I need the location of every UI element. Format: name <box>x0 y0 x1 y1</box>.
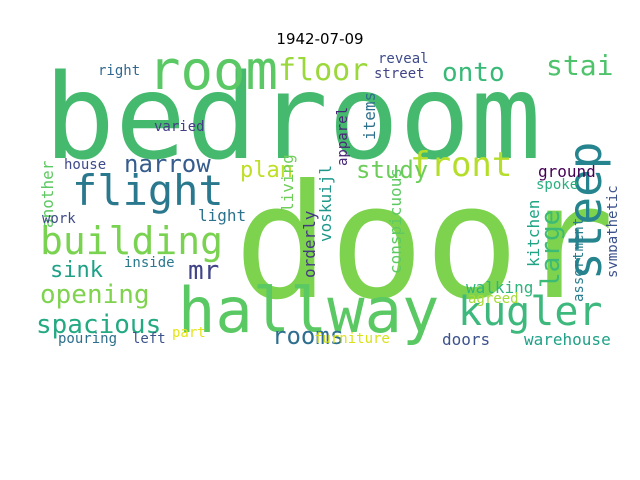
word-kitchen: kitchen <box>524 199 543 267</box>
word-apparel: apparel <box>335 106 351 166</box>
word-spacious: spacious <box>38 310 162 340</box>
word-agreed: agreed <box>468 291 519 307</box>
word-walking: walking <box>466 278 534 297</box>
word-warehouse: warehouse <box>524 330 611 349</box>
word-pouring: pouring <box>58 331 118 347</box>
word-narrow: narrow <box>124 150 211 178</box>
word-spoke: spoke <box>536 177 579 193</box>
word-right: right <box>98 63 141 79</box>
word-door: door <box>234 151 615 335</box>
word-room: room <box>148 52 279 102</box>
word-varied: varied <box>154 119 205 135</box>
word-orderly: orderly <box>300 210 319 278</box>
figure-title: 1942-07-09 <box>276 30 364 48</box>
word-items: items <box>360 91 379 140</box>
word-conspicuous: conspicuous <box>386 168 405 274</box>
word-ground: ground <box>538 162 596 181</box>
word-rooms: rooms <box>272 322 345 350</box>
word-light: light <box>198 206 247 225</box>
word-assortment: assortment <box>571 217 587 302</box>
word-furniture: furniture <box>314 331 390 347</box>
word-doors: doors <box>442 330 491 349</box>
word-mr: mr <box>188 256 220 286</box>
word-house: house <box>64 157 107 173</box>
word-bedroom: bedroom <box>44 52 542 186</box>
word-hallway: hallway <box>178 274 440 347</box>
word-opening: opening <box>40 280 150 310</box>
word-front: front <box>410 145 513 185</box>
word-sympathetic: sympathetic <box>605 185 617 278</box>
word-reveal: reveal <box>378 52 429 67</box>
word-onto: onto <box>442 58 505 88</box>
word-street: street <box>374 66 425 82</box>
word-living: living <box>278 154 297 212</box>
word-sink: sink <box>50 258 103 283</box>
word-voskuijl: voskuijl <box>316 164 335 242</box>
word-left: left <box>132 331 166 347</box>
word-building: building <box>40 219 224 263</box>
word-cloud: bedroom door hallway room building fligh… <box>38 52 617 350</box>
word-part: part <box>172 325 206 341</box>
word-study: study <box>356 156 429 184</box>
word-inside: inside <box>124 255 175 271</box>
word-kugler: kugler <box>458 289 603 335</box>
word-work: work <box>42 211 76 227</box>
word-floor: floor <box>278 53 369 88</box>
word-stairs: stairs <box>546 52 617 82</box>
word-flight: flight <box>72 166 224 215</box>
word-plan: plan <box>240 158 293 183</box>
